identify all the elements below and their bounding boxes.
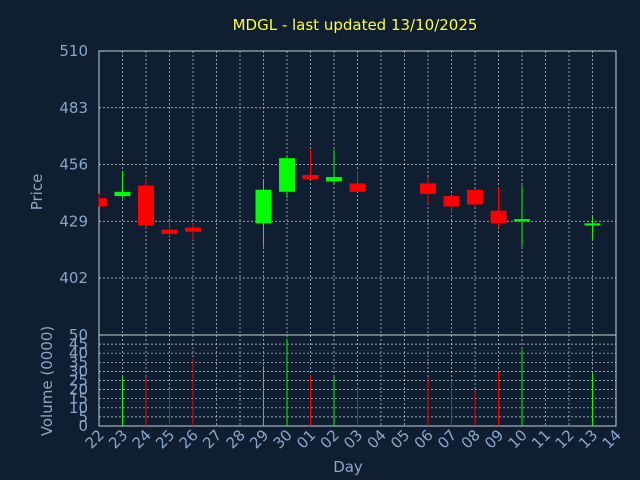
x-tick-label: 12 (552, 426, 578, 452)
candle-body (420, 183, 436, 194)
x-tick-label: 23 (105, 426, 131, 452)
candle-body (138, 185, 154, 226)
candle-body (279, 158, 295, 192)
volume-tick-label: 25 (69, 372, 88, 390)
x-tick-label: 09 (481, 426, 507, 452)
x-tick-label: 26 (176, 426, 202, 452)
x-tick-label: 28 (223, 426, 249, 452)
x-tick-label: 14 (599, 426, 625, 452)
candle-body (114, 191, 131, 197)
price-tick-label: 456 (59, 156, 88, 174)
chart-title: MDGL - last updated 13/10/2025 (233, 16, 478, 34)
x-tick-label: 10 (505, 426, 531, 452)
volume-tick-label: 10 (69, 399, 88, 417)
x-tick-label: 04 (364, 426, 390, 452)
price-axis-label: Price (28, 174, 46, 211)
candles (98, 149, 601, 247)
candle-body (161, 229, 178, 234)
x-tick-label: 02 (317, 426, 343, 452)
candle-body (443, 196, 460, 207)
candle-body (490, 210, 507, 224)
x-tick-label: 08 (458, 426, 484, 452)
candle-body (467, 189, 483, 205)
x-tick-label: 11 (528, 426, 554, 452)
x-tick-label: 25 (152, 426, 178, 452)
x-tick-label: 29 (246, 426, 272, 452)
candle-body (514, 219, 530, 222)
price-tick-label: 510 (59, 42, 88, 60)
x-axis: 2223242526272829300102030405060708091011… (82, 426, 625, 452)
x-tick-label: 05 (387, 426, 413, 452)
candle-body (255, 189, 272, 224)
volume-tick-label: 20 (69, 381, 88, 399)
volume-tick-label: 35 (69, 353, 88, 371)
volume-tick-label: 30 (69, 362, 88, 380)
x-tick-label: 03 (340, 426, 366, 452)
candle-body (326, 177, 342, 182)
candle-body (349, 183, 366, 192)
x-tick-label: 27 (199, 426, 225, 452)
x-tick-label: 06 (411, 426, 437, 452)
x-axis-label: Day (333, 458, 363, 476)
volume-tick-label: 0 (78, 417, 88, 435)
volume-tick-label: 5 (78, 408, 88, 426)
volume-tick-label: 40 (69, 344, 88, 362)
x-tick-label: 30 (270, 426, 296, 452)
candle-body (185, 227, 201, 232)
x-tick-label: 01 (293, 426, 319, 452)
candle-body (99, 198, 107, 207)
x-tick-label: 24 (129, 426, 155, 452)
volume-axis-label: Volume (0000) (38, 326, 56, 436)
price-tick-label: 402 (59, 269, 88, 287)
volume-tick-label: 45 (69, 335, 88, 353)
volume-tick-label: 50 (69, 326, 88, 344)
price-tick-label: 483 (59, 99, 88, 117)
volume-bars (122, 338, 593, 426)
candle-body (302, 175, 319, 180)
x-tick-label: 07 (434, 426, 460, 452)
price-grid (99, 50, 616, 335)
volume-tick-label: 15 (69, 390, 88, 408)
candle-body (584, 223, 601, 226)
price-axis: 510 483 456 429 402 (59, 42, 88, 287)
x-tick-label: 13 (575, 426, 601, 452)
price-tick-label: 429 (59, 212, 88, 230)
